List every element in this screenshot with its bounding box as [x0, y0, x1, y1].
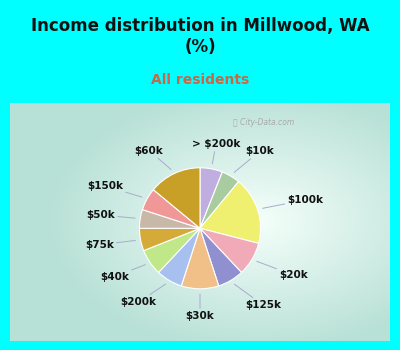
Wedge shape	[200, 172, 238, 228]
Text: $50k: $50k	[86, 210, 135, 220]
Text: $150k: $150k	[87, 181, 142, 197]
Text: ⓘ City-Data.com: ⓘ City-Data.com	[232, 118, 294, 127]
Wedge shape	[200, 182, 260, 243]
Wedge shape	[140, 210, 200, 228]
Wedge shape	[142, 190, 200, 228]
Wedge shape	[153, 168, 200, 228]
Text: $60k: $60k	[135, 146, 171, 169]
Wedge shape	[158, 228, 200, 286]
Text: $100k: $100k	[263, 195, 324, 208]
Wedge shape	[200, 228, 242, 286]
Text: All residents: All residents	[151, 73, 249, 87]
Text: $30k: $30k	[186, 294, 214, 321]
Text: $200k: $200k	[120, 284, 166, 307]
Text: $10k: $10k	[234, 146, 274, 172]
Wedge shape	[181, 228, 219, 289]
Text: $75k: $75k	[85, 240, 135, 250]
Text: $20k: $20k	[257, 261, 308, 280]
Wedge shape	[200, 228, 259, 272]
Wedge shape	[144, 228, 200, 272]
Text: Income distribution in Millwood, WA
(%): Income distribution in Millwood, WA (%)	[31, 18, 369, 56]
Text: $40k: $40k	[100, 265, 145, 282]
Wedge shape	[200, 168, 222, 228]
Text: $125k: $125k	[234, 284, 282, 310]
Wedge shape	[140, 228, 200, 251]
Text: > $200k: > $200k	[192, 139, 240, 164]
